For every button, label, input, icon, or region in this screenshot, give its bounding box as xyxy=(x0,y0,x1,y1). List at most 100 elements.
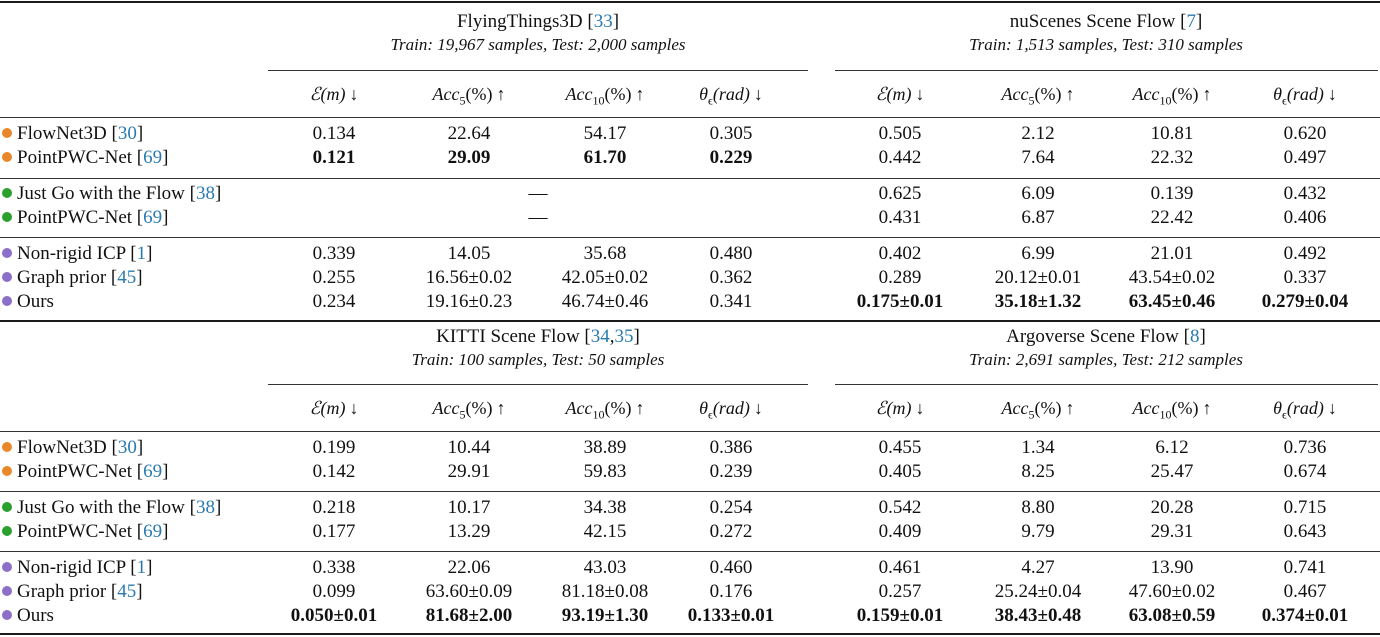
metric-label: θ xyxy=(699,398,708,418)
best-value-cell: 0.050±0.01 xyxy=(290,605,378,626)
dataset-title-text: FlyingThings3D [ xyxy=(456,11,594,32)
value-cell: 0.406 xyxy=(1283,207,1327,228)
value-cell: 14.05 xyxy=(447,243,491,264)
metric-unit: (%) xyxy=(604,398,632,418)
value-cell: 6.99 xyxy=(1021,243,1055,264)
column-header: ℰ(m) ↓ xyxy=(310,397,359,419)
column-header: Acc5(%) ↑ xyxy=(433,397,506,426)
value-cell: 43.54±0.02 xyxy=(1128,267,1216,288)
citation-link[interactable]: 1 xyxy=(136,243,147,264)
citation-link[interactable]: 35 xyxy=(614,326,634,347)
method-label: FlowNet3D [ xyxy=(17,437,118,458)
citation-link[interactable]: 7 xyxy=(1186,11,1196,32)
header-rule xyxy=(0,431,1380,432)
citation-link[interactable]: 69 xyxy=(143,521,163,542)
citation-link[interactable]: 34 xyxy=(590,326,610,347)
value-cell: 46.74±0.46 xyxy=(561,291,649,312)
best-value-cell: 0.229 xyxy=(709,147,753,168)
column-header: Acc10(%) ↑ xyxy=(1133,397,1212,426)
arrow-up-icon: ↑ xyxy=(496,398,506,418)
value-cell: 0.337 xyxy=(1283,267,1327,288)
metric-label: Acc xyxy=(1132,84,1160,104)
method-label: FlowNet3D [ xyxy=(17,123,118,144)
group-dot-icon xyxy=(2,526,12,536)
group-dot-icon xyxy=(2,212,12,222)
value-cell: 0.218 xyxy=(312,497,356,518)
metric-unit: (%) xyxy=(465,84,493,104)
column-header: ℰ(m) ↓ xyxy=(310,83,359,105)
citation-link[interactable]: 38 xyxy=(195,183,215,204)
citation-link[interactable]: 45 xyxy=(117,581,137,602)
arrow-up-icon: ↑ xyxy=(1065,84,1075,104)
method-name: Non-rigid ICP [1] xyxy=(2,557,152,579)
metric-subscript: 10 xyxy=(1159,407,1172,422)
value-cell: 0.480 xyxy=(709,243,753,264)
value-cell: 0.497 xyxy=(1283,147,1327,168)
citation-link[interactable]: 30 xyxy=(117,123,137,144)
arrow-up-icon: ↑ xyxy=(1202,84,1212,104)
value-cell: 0.505 xyxy=(878,123,922,144)
group-dot-icon xyxy=(2,272,12,282)
best-value-cell: 81.68±2.00 xyxy=(425,605,513,626)
metric-unit: (rad) xyxy=(712,84,750,104)
value-cell: 34.38 xyxy=(583,497,627,518)
value-cell: 9.79 xyxy=(1021,521,1055,542)
citation-link[interactable]: 45 xyxy=(117,267,137,288)
value-cell: 22.06 xyxy=(447,557,491,578)
group-rule xyxy=(835,70,1378,71)
value-cell: 10.81 xyxy=(1150,123,1194,144)
best-value-cell: 35.18±1.32 xyxy=(994,291,1082,312)
metric-label: Acc xyxy=(565,84,593,104)
citation-link[interactable]: 1 xyxy=(136,557,147,578)
column-header: ℰ(m) ↓ xyxy=(876,83,925,105)
value-cell: 22.32 xyxy=(1150,147,1194,168)
group-dot-icon xyxy=(2,152,12,162)
best-value-cell: 0.133±0.01 xyxy=(687,605,775,626)
citation-link[interactable]: 30 xyxy=(117,437,137,458)
dataset-title: KITTI Scene Flow [34,35] xyxy=(436,326,640,347)
citation-link[interactable]: 69 xyxy=(143,461,163,482)
citation-link[interactable]: 8 xyxy=(1189,326,1200,347)
value-cell: 0.467 xyxy=(1283,581,1327,602)
metric-subscript: 5 xyxy=(1028,407,1035,422)
citation-link[interactable]: 38 xyxy=(195,497,215,518)
section-rule xyxy=(0,491,1380,492)
citation-link[interactable]: 69 xyxy=(143,207,163,228)
value-cell: 7.64 xyxy=(1021,147,1055,168)
group-dot-icon xyxy=(2,188,12,198)
dataset-title: FlyingThings3D [33] xyxy=(457,11,619,33)
value-cell: 0.736 xyxy=(1283,437,1327,458)
method-label: Non-rigid ICP [ xyxy=(17,557,137,578)
value-cell: 0.341 xyxy=(709,291,753,312)
method-name: Ours xyxy=(2,605,54,627)
value-cell: 29.91 xyxy=(447,461,491,482)
value-cell: 0.460 xyxy=(709,557,753,578)
value-cell: 0.715 xyxy=(1283,497,1327,518)
value-cell: 0.409 xyxy=(878,521,922,542)
method-label: Just Go with the Flow [ xyxy=(17,183,196,204)
metric-subscript: 5 xyxy=(459,407,466,422)
citation-link[interactable]: 69 xyxy=(143,147,163,168)
best-value-cell: 93.19±1.30 xyxy=(561,605,649,626)
column-header: Acc5(%) ↑ xyxy=(1002,83,1075,112)
value-cell: 0.239 xyxy=(709,461,753,482)
column-header: θϵ(rad) ↓ xyxy=(699,397,763,426)
method-label: PointPWC-Net [ xyxy=(17,461,144,482)
dataset-title-end: ] xyxy=(1195,11,1203,32)
value-cell: 0.339 xyxy=(312,243,356,264)
method-name: Just Go with the Flow [38] xyxy=(2,183,221,205)
metric-subscript: 10 xyxy=(592,93,605,108)
value-cell: 16.56±0.02 xyxy=(425,267,513,288)
value-cell: 0.674 xyxy=(1283,461,1327,482)
not-available-dash: — xyxy=(528,183,548,204)
best-value-cell: 0.279±0.04 xyxy=(1261,291,1349,312)
value-cell: 63.60±0.09 xyxy=(425,581,513,602)
value-cell: 0.338 xyxy=(312,557,356,578)
metric-label: θ xyxy=(699,84,708,104)
group-rule xyxy=(268,384,808,385)
value-cell: 0.255 xyxy=(312,267,356,288)
value-cell: 25.24±0.04 xyxy=(994,581,1082,602)
method-label: Ours xyxy=(17,605,54,626)
citation-link[interactable]: 33 xyxy=(593,11,613,32)
value-cell: 8.80 xyxy=(1021,497,1055,518)
